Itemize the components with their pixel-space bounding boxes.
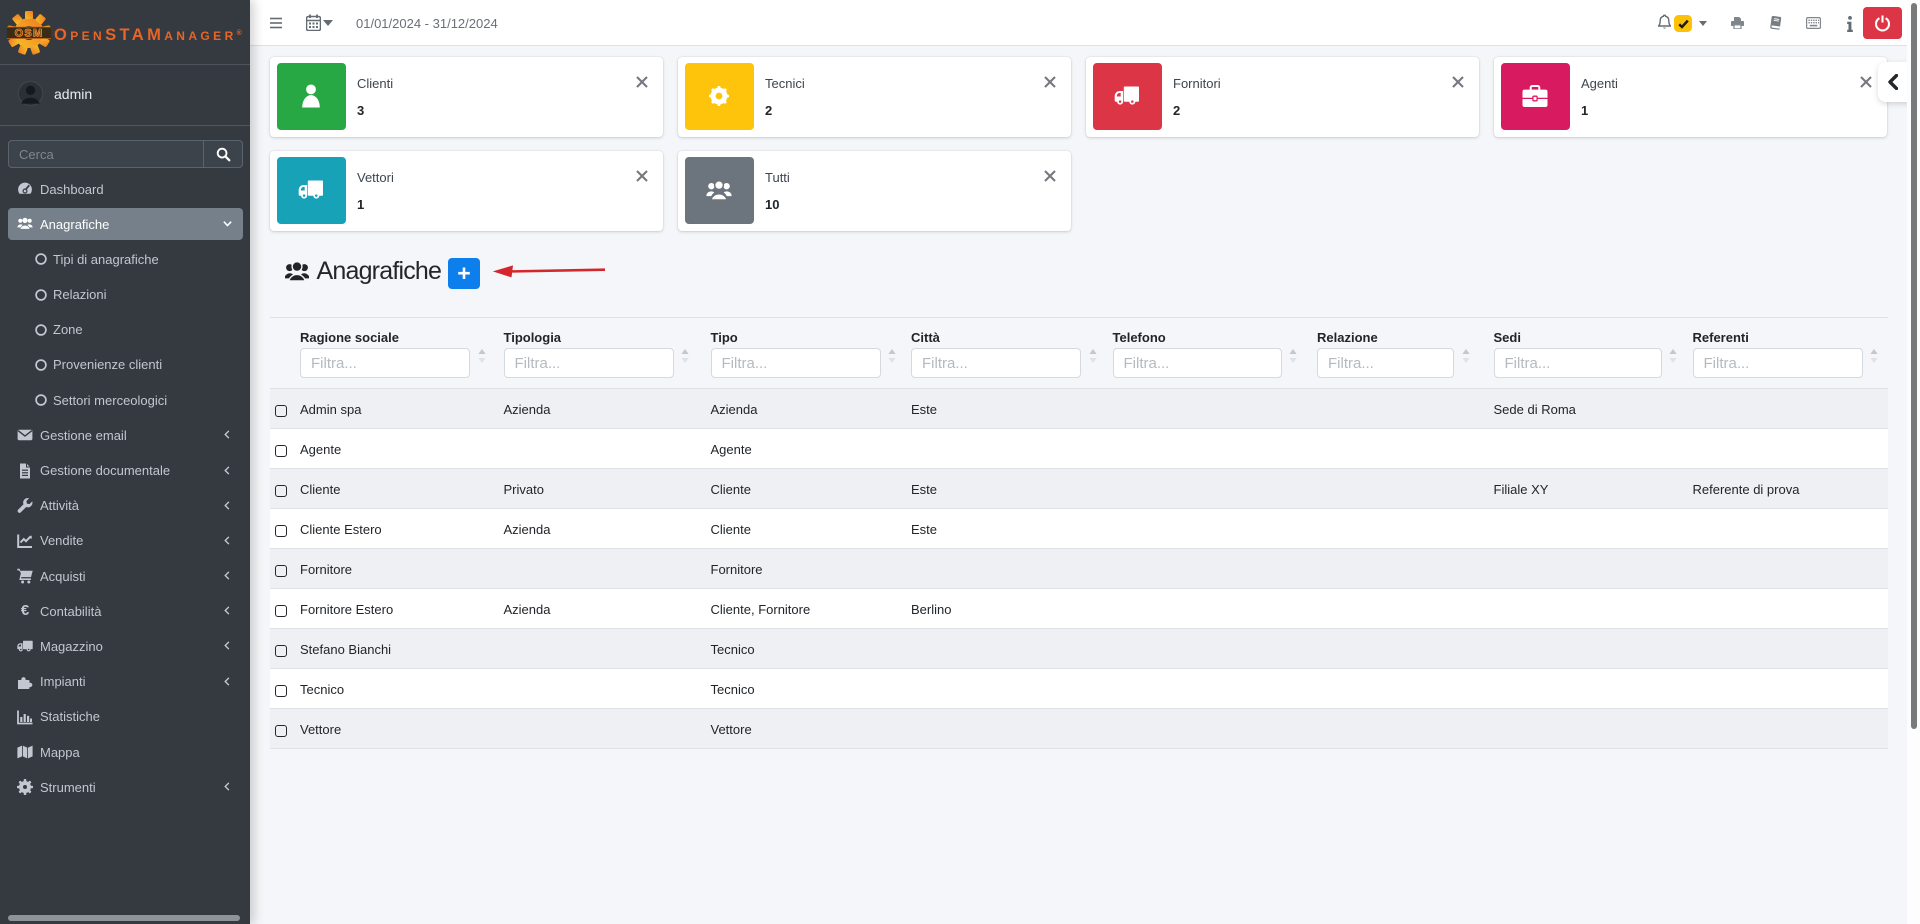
svg-text:OSM: OSM (15, 28, 44, 40)
